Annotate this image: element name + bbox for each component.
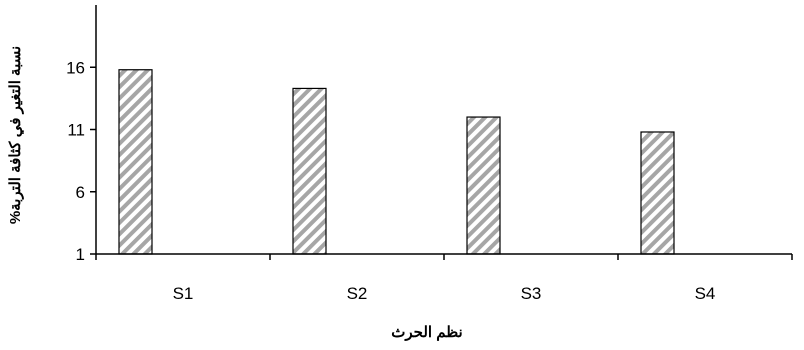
bar-s2 <box>292 87 327 255</box>
bars-layer <box>118 69 675 255</box>
x-tick-label: S3 <box>521 284 542 303</box>
y-tick-label: 6 <box>76 183 85 202</box>
y-tick-label: 1 <box>76 245 85 264</box>
bar-s1 <box>118 69 153 255</box>
y-tick-label: 16 <box>66 58 85 77</box>
y-tick-label: 11 <box>67 121 85 140</box>
axes-layer <box>95 5 792 255</box>
x-tick-label: S1 <box>173 284 194 303</box>
x-tick-label: S4 <box>695 284 716 303</box>
x-tick-label: S2 <box>347 284 368 303</box>
x-axis-title: نظم الحرث <box>391 324 462 341</box>
bar-s4 <box>640 131 675 255</box>
bar-s3 <box>466 116 501 255</box>
y-axis-title: نسبة التغير في كثافة التربة% <box>7 46 25 224</box>
